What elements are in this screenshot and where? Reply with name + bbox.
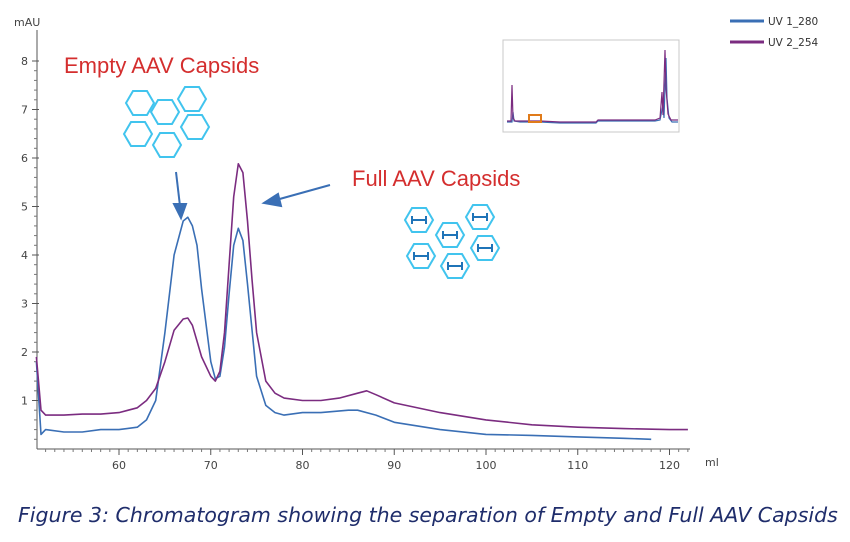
series-lines [35, 163, 688, 441]
x-axis-unit: ml [705, 456, 719, 469]
full-capsids-icon [403, 204, 501, 279]
x-tick-label: 70 [204, 459, 218, 472]
legend: UV 1_280 UV 2_254 [730, 16, 818, 49]
x-tick-label: 100 [476, 459, 497, 472]
arrow-to-full-peak [261, 184, 331, 208]
y-tick-group: 1 2 3 4 5 6 7 8 [21, 55, 39, 440]
y-tick-label: 5 [21, 201, 28, 214]
empty-capsids-icon [122, 86, 211, 158]
x-tick-label: 110 [567, 459, 588, 472]
annotation-empty-capsids: Empty AAV Capsids [64, 53, 259, 78]
y-tick-label: 8 [21, 55, 28, 68]
y-tick-label: 4 [21, 249, 28, 262]
x-tick-label: 90 [387, 459, 401, 472]
annotation-full-capsids: Full AAV Capsids [352, 166, 520, 191]
x-tick-group: 60 70 80 90 100 110 120 [45, 449, 689, 472]
legend-label-uv280: UV 1_280 [768, 16, 818, 28]
overview-trace-254 [507, 49, 678, 123]
chromatogram-chart: 1 2 3 4 5 6 7 8 60 70 80 90 100 110 120 mAU ml Empty … [14, 16, 818, 472]
series-line-uv-1-280 [35, 216, 652, 441]
overview-window-marker [528, 114, 542, 123]
y-tick-label: 6 [21, 152, 28, 165]
legend-label-uv254: UV 2_254 [768, 37, 818, 49]
arrow-to-empty-peak [172, 171, 188, 221]
y-tick-label: 7 [21, 104, 28, 117]
y-tick-label: 2 [21, 346, 28, 359]
y-tick-label: 3 [21, 298, 28, 311]
y-axis-unit: mAU [14, 16, 40, 29]
y-tick-label: 1 [21, 395, 28, 408]
x-tick-label: 120 [659, 459, 680, 472]
x-tick-label: 60 [112, 459, 126, 472]
series-line-uv-2-254 [35, 163, 688, 431]
overview-inset [502, 39, 680, 133]
figure-caption: Figure 3: Chromatogram showing the separ… [18, 503, 838, 527]
x-tick-label: 80 [296, 459, 310, 472]
